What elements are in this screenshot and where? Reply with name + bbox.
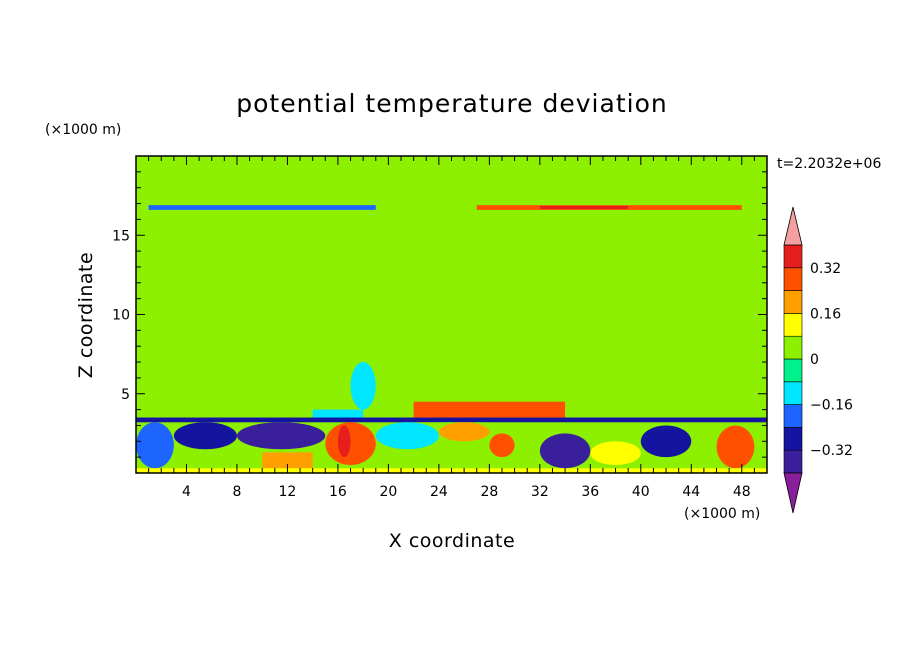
field-region-29 (413, 401, 566, 418)
field-region-20 (375, 422, 439, 450)
field-region-26 (716, 425, 755, 469)
field-region-2 (464, 156, 767, 204)
colorbar-label: 0.16 (810, 306, 841, 322)
field-region-7 (236, 362, 301, 410)
x-tick-label: 8 (232, 484, 241, 500)
colorbar: 0.32 0.16 0 −0.16 −0.32 (783, 206, 853, 514)
colorbar-label: 0 (810, 352, 819, 368)
x-unit-label: (×1000 m) (684, 506, 760, 522)
colorbar-segment (783, 267, 803, 291)
x-tick-label: 44 (682, 484, 700, 500)
colorbar-segment (783, 404, 803, 428)
x-tick-label: 40 (632, 484, 650, 500)
time-label: t=2.2032e+06 (777, 156, 881, 172)
y-tick-label: 5 (121, 387, 130, 403)
x-tick-label: 28 (480, 484, 498, 500)
field-layer (136, 156, 767, 473)
x-tick-label: 24 (430, 484, 448, 500)
colorbar-label: −0.16 (810, 398, 853, 414)
colorbar-label: −0.32 (810, 443, 853, 459)
colorbar-segment (783, 244, 803, 269)
y-tick-label: 15 (112, 228, 130, 244)
x-tick-label: 48 (733, 484, 751, 500)
field-region-25 (640, 425, 692, 458)
field-region-27 (262, 452, 313, 469)
field-region-10 (539, 205, 629, 210)
y-tick-label: 10 (112, 308, 130, 324)
colorbar-segment (783, 313, 803, 337)
field-region-6 (199, 298, 263, 347)
field-region-24 (590, 441, 641, 466)
field-region-18 (325, 422, 376, 466)
y-axis-label: Z coordinate (75, 252, 97, 378)
colorbar-segment (783, 427, 803, 451)
field-region-1 (136, 156, 313, 204)
y-unit-label: (×1000 m) (45, 122, 121, 138)
x-tick-label: 16 (329, 484, 347, 500)
colorbar-segment (783, 290, 803, 314)
colorbar-segment (783, 449, 803, 474)
colorbar-label: 0.32 (810, 261, 841, 277)
field-region-23 (539, 433, 591, 469)
x-axis-label: X coordinate (389, 530, 515, 552)
field-region-22 (489, 433, 515, 458)
colorbar-segment (783, 358, 803, 383)
x-tick-label: 4 (182, 484, 191, 500)
x-tick-label: 20 (379, 484, 397, 500)
field-region-8 (148, 205, 376, 210)
colorbar-segment (783, 335, 803, 360)
field-region-21 (438, 422, 490, 442)
field-region-17 (236, 422, 326, 450)
x-tick-label: 12 (279, 484, 297, 500)
colorbar-min-arrow (783, 472, 803, 514)
field-region-4 (401, 298, 515, 394)
x-tick-label: 36 (581, 484, 599, 500)
field-region-15 (136, 422, 174, 469)
field-region-12 (312, 409, 364, 420)
field-region-13 (136, 417, 767, 423)
field-region-11 (350, 362, 376, 410)
colorbar-segment (783, 381, 803, 405)
chart-title: potential temperature deviation (236, 89, 667, 118)
colorbar-max-arrow (783, 206, 803, 246)
field-region-19 (337, 425, 351, 458)
field-region-16 (173, 422, 237, 450)
x-tick-label: 32 (531, 484, 549, 500)
